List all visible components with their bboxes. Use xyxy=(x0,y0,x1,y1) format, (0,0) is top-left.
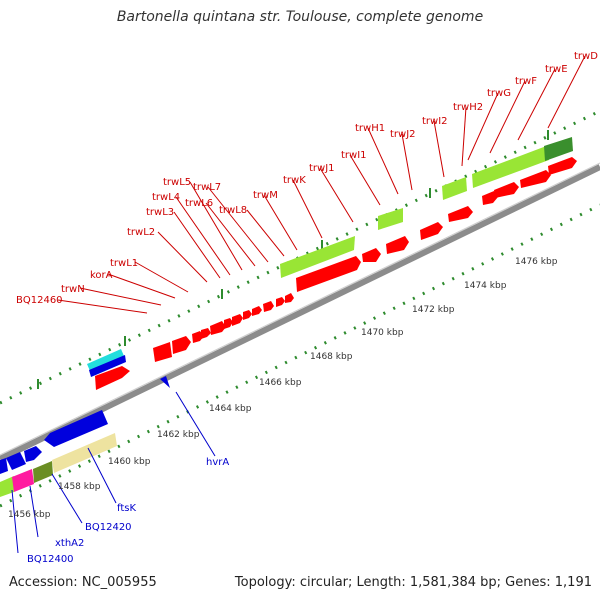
scale-label: 1468 kbp xyxy=(310,352,353,362)
gene-label-trwH1: trwH1 xyxy=(355,123,385,134)
gene-label-trwI1: trwI1 xyxy=(341,150,367,161)
inner-tick-track xyxy=(0,203,600,508)
scale-label: 1464 kbp xyxy=(209,404,252,414)
gene-label-ftsK: ftsK xyxy=(117,503,136,514)
gene-label-trwM: trwM xyxy=(253,190,278,201)
gene-label-korA: korA xyxy=(90,270,113,281)
genome-summary-text: Topology: circular; Length: 1,581,384 bp… xyxy=(234,575,592,590)
gene-label-trwL1: trwL1 xyxy=(110,258,138,269)
scale-label: 1476 kbp xyxy=(515,257,558,267)
gene-label-trwL6: trwL6 xyxy=(185,198,213,209)
accession-text: Accession: NC_005955 xyxy=(9,575,157,590)
scale-label: 1470 kbp xyxy=(361,328,404,338)
gene-label-trwD: trwD xyxy=(574,51,598,62)
genome-backbone xyxy=(0,164,600,462)
gene-label-trwF: trwF xyxy=(515,76,537,87)
reverse-genes xyxy=(0,349,170,474)
gene-label-trwL4: trwL4 xyxy=(152,192,180,203)
outer-major-ticks xyxy=(37,130,549,389)
scale-label: 1460 kbp xyxy=(108,457,151,467)
gene-label-trwJ2: trwJ2 xyxy=(390,129,416,140)
gene-label-trwJ1: trwJ1 xyxy=(309,163,335,174)
gene-label-BQ12400: BQ12400 xyxy=(27,554,74,565)
gene-label-hvrA: hvrA xyxy=(206,457,229,468)
gene-label-trwN: trwN xyxy=(61,284,85,295)
gene-label-BQ12460: BQ12460 xyxy=(16,295,63,306)
cds-blocks xyxy=(0,137,573,497)
gene-label-trwG: trwG xyxy=(487,88,511,99)
reverse-gene-labels: BQ12400 xthA2 BQ12420 ftsK hvrA xyxy=(27,457,229,565)
gene-label-BQ12420: BQ12420 xyxy=(85,522,132,533)
gene-label-trwL5: trwL5 xyxy=(163,177,191,188)
scale-label: 1462 kbp xyxy=(157,430,200,440)
forward-gene-labels: BQ12460 trwN korA trwL1 trwL2 trwL3 trwL… xyxy=(16,51,598,306)
scale-labels: 1456 kbp 1458 kbp 1460 kbp 1462 kbp 1464… xyxy=(8,257,558,520)
gene-label-trwL3: trwL3 xyxy=(146,207,174,218)
outer-tick-track xyxy=(0,109,600,405)
gene-label-trwK: trwK xyxy=(283,175,306,186)
scale-label: 1466 kbp xyxy=(259,378,302,388)
gene-label-trwE: trwE xyxy=(545,64,568,75)
gene-label-trwI2: trwI2 xyxy=(422,116,448,127)
gene-label-trwH2: trwH2 xyxy=(453,102,483,113)
gene-label-trwL2: trwL2 xyxy=(127,227,155,238)
genome-title: Bartonella quintana str. Toulouse, compl… xyxy=(116,9,484,25)
reverse-label-leaders xyxy=(11,391,216,554)
scale-label: 1472 kbp xyxy=(412,305,455,315)
forward-label-leaders xyxy=(57,55,586,314)
gene-label-xthA2: xthA2 xyxy=(55,538,84,549)
forward-genes xyxy=(95,157,577,390)
scale-label: 1458 kbp xyxy=(58,482,101,492)
scale-label: 1474 kbp xyxy=(464,281,507,291)
gene-label-trwL7: trwL7 xyxy=(193,182,221,193)
scale-label: 1456 kbp xyxy=(8,510,51,520)
gene-label-trwL8: trwL8 xyxy=(219,205,247,216)
